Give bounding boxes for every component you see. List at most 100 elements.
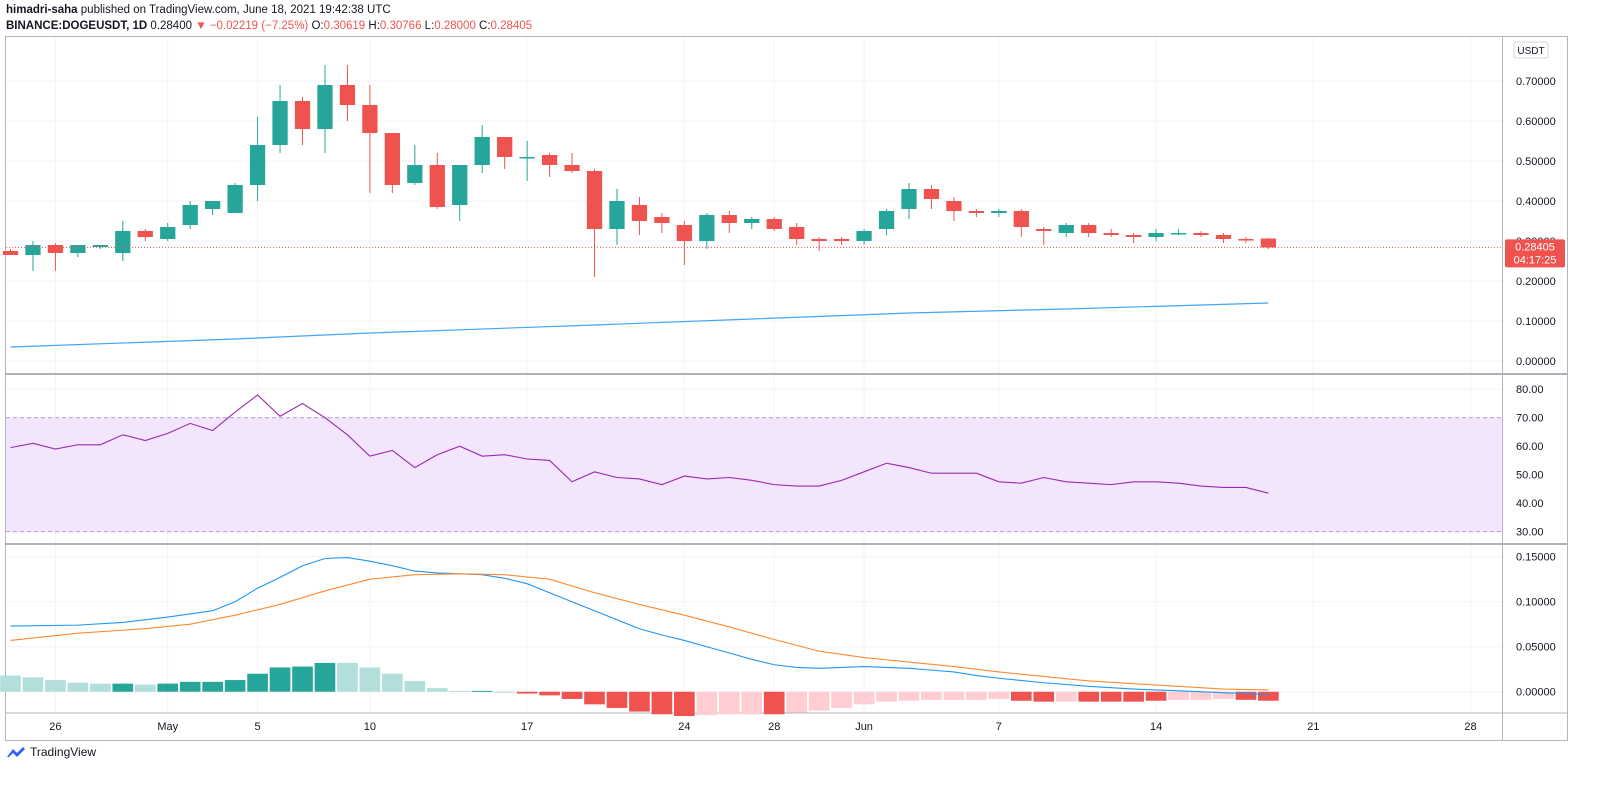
rsi-axis-label: 30.00 — [1516, 527, 1544, 539]
macd-histogram-bar — [134, 684, 156, 692]
candle-body — [1215, 235, 1232, 239]
macd-histogram-bar — [426, 688, 448, 692]
price-pane[interactable] — [2, 65, 1502, 348]
rsi-axis-label: 70.00 — [1516, 413, 1544, 425]
open-label: O: — [311, 20, 324, 32]
macd-axis-label: 0.10000 — [1516, 597, 1556, 609]
macd-histogram-bar — [831, 691, 852, 708]
rsi-axis-label: 60.00 — [1516, 441, 1544, 453]
rsi-axis-label: 50.00 — [1516, 470, 1544, 482]
time-axis-label: 21 — [1307, 721, 1319, 733]
price-axis-label: 0.00000 — [1516, 356, 1556, 368]
axes: 0.000000.100000.200000.300000.400000.500… — [49, 41, 1565, 733]
macd-histogram-bar — [449, 690, 471, 692]
close-value: 0.28405 — [490, 20, 533, 32]
currency-label: USDT — [1517, 46, 1544, 57]
macd-histogram-bar — [786, 691, 808, 713]
candle-body — [586, 171, 603, 229]
price-change: −0.02219 (−7.25%) — [209, 20, 309, 32]
candle-body — [564, 165, 580, 171]
time-axis-label: May — [157, 721, 178, 733]
macd-axis-label: 0.15000 — [1516, 552, 1556, 564]
macd-histogram-bar — [876, 691, 897, 702]
candle-body — [519, 157, 535, 159]
moving-average-line — [10, 302, 1269, 348]
candle-body — [1036, 229, 1052, 231]
price-axis-label: 0.60000 — [1516, 116, 1556, 128]
down-arrow-icon: ▼ — [195, 20, 207, 32]
candle-body — [631, 205, 648, 221]
rsi-axis-label: 40.00 — [1516, 498, 1544, 510]
pane-frames — [5, 36, 1568, 741]
candle-body — [1193, 233, 1209, 235]
macd-histogram-bar — [1055, 691, 1077, 702]
macd-histogram-bar — [539, 691, 560, 696]
candle-body — [92, 245, 108, 247]
macd-histogram-bar — [1213, 691, 1234, 699]
time-axis-label: 5 — [255, 721, 261, 733]
tradingview-logo[interactable]: TradingView — [6, 745, 96, 759]
macd-histogram-bar — [808, 691, 830, 711]
candle-body — [541, 155, 558, 165]
macd-histogram-bar — [584, 691, 605, 705]
candle-body — [384, 133, 400, 185]
candle-body — [878, 211, 895, 229]
candle-body — [699, 215, 715, 241]
macd-histogram-bar — [1190, 691, 1212, 700]
close-label: C: — [479, 20, 491, 32]
macd-histogram-bar — [1235, 691, 1257, 700]
candle-body — [1260, 238, 1277, 248]
macd-axis-label: 0.05000 — [1516, 642, 1556, 654]
time-axis-label: 7 — [996, 721, 1002, 733]
time-axis-label: 26 — [49, 721, 61, 733]
candle-body — [249, 145, 266, 185]
macd-histogram-bar — [247, 673, 268, 692]
candle-body — [1148, 233, 1164, 237]
candle-body — [137, 231, 153, 237]
symbol-name[interactable]: BINANCE:DOGEUSDT, 1D — [6, 20, 148, 32]
tradingview-logo-icon — [7, 747, 25, 757]
candle-body — [789, 227, 805, 239]
author-name[interactable]: himadri-saha — [6, 4, 78, 16]
candle-body — [407, 165, 423, 183]
macd-pane[interactable] — [0, 557, 1279, 717]
candle-body — [497, 137, 513, 157]
macd-histogram-bar — [1100, 691, 1122, 702]
price-axis-label: 0.10000 — [1516, 316, 1556, 328]
publish-text: published on TradingView.com, June 18, 2… — [80, 4, 391, 16]
candle-body — [856, 231, 872, 241]
candle-body — [2, 251, 19, 255]
candle-body — [1058, 225, 1074, 233]
price-badge — [1505, 239, 1565, 268]
price-axis-label: 0.50000 — [1516, 156, 1556, 168]
candle-body — [1081, 225, 1097, 233]
macd-histogram-bar — [471, 690, 493, 692]
macd-axis-label: 0.00000 — [1516, 687, 1556, 699]
candle-body — [205, 201, 221, 209]
macd-histogram-bar — [179, 681, 201, 692]
macd-histogram-bar — [0, 675, 21, 692]
macd-histogram-bar — [1078, 691, 1100, 702]
time-axis-label: 28 — [1464, 721, 1476, 733]
symbol-legend: BINANCE:DOGEUSDT, 1D 0.28400 ▼ −0.02219 … — [6, 20, 532, 32]
macd-histogram-bar — [516, 691, 538, 694]
macd-histogram-bar — [22, 677, 44, 692]
macd-histogram-bar — [292, 666, 313, 692]
candle-body — [766, 219, 782, 229]
open-value: 0.30619 — [323, 20, 366, 32]
macd-histogram-bar — [67, 682, 89, 692]
time-axis-label: 24 — [678, 721, 690, 733]
candle-body — [429, 165, 445, 207]
low-value: 0.28000 — [434, 20, 476, 32]
candle-body — [1103, 233, 1119, 235]
currency-box — [1513, 41, 1549, 59]
macd-histogram-bar — [1033, 691, 1055, 702]
candle-body — [1013, 211, 1029, 227]
time-axis-label: 28 — [768, 721, 780, 733]
macd-histogram-bar — [741, 691, 763, 715]
candle-body — [923, 189, 940, 199]
time-axis-label: Jun — [855, 721, 873, 733]
rsi-pane[interactable] — [6, 394, 1502, 533]
macd-histogram-bar — [651, 691, 673, 715]
